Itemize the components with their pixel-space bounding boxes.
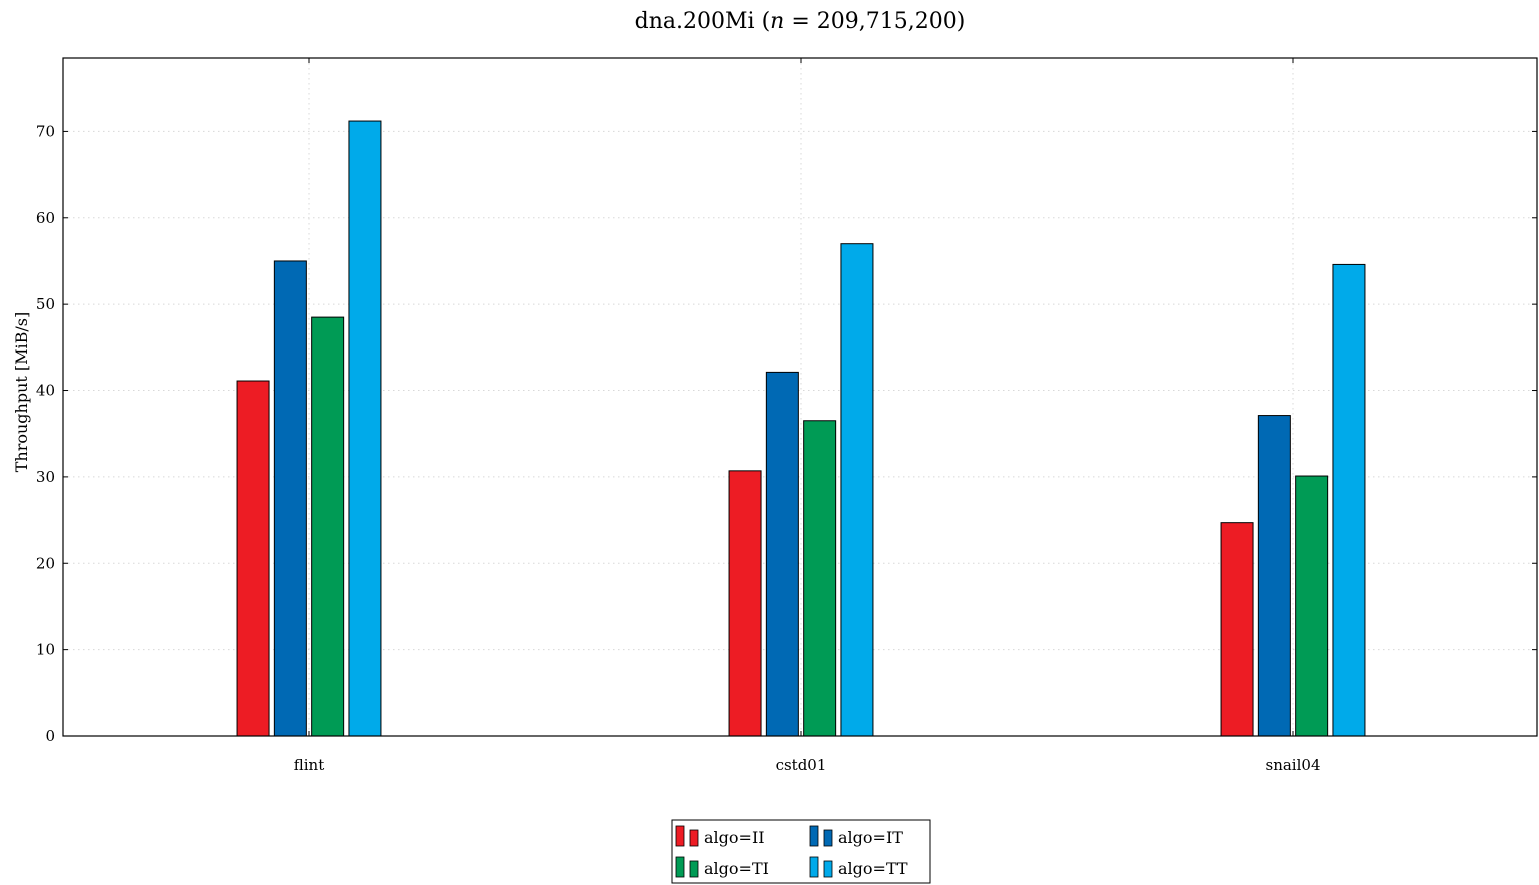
bar [311,316,345,737]
chart-title-suffix: = 209,715,200) [784,9,965,34]
bar [273,260,307,737]
bar [1295,475,1329,737]
legend-swatch [689,860,699,878]
legend-frame [671,819,931,884]
y-tick-label: 40 [36,382,55,400]
grid-lines [63,58,1537,736]
bar [1257,415,1291,737]
x-tick-label: flint [294,756,325,774]
chart-title-prefix: dna.200Mi ( [635,9,771,34]
bar [1220,522,1254,737]
y-tick-label: 10 [36,641,55,659]
legend-label: algo=TT [838,859,908,878]
bar [765,371,799,737]
bar [348,120,382,737]
y-tick-label: 30 [36,468,55,486]
legend-swatch [809,825,819,847]
legend-swatch [809,856,819,878]
bar [728,470,762,737]
x-tick-label: snail04 [1266,756,1321,774]
chart-title: dna.200Mi (n = 209,715,200) [635,9,966,34]
y-tick-label: 70 [36,122,55,140]
x-tick-label: cstd01 [776,756,827,774]
legend-swatch [689,829,699,847]
y-tick-label: 50 [36,295,55,313]
axis-ticks: 0 10 20 30 40 50 60 70 flint cstd01 snail04 [36,58,1537,774]
legend-swatch [675,825,685,847]
bar [236,380,270,737]
legend-label: algo=II [704,828,765,847]
legend-swatch [675,856,685,878]
legend-swatch [823,860,833,878]
legend-label: algo=IT [838,828,903,847]
y-tick-label: 20 [36,554,55,572]
bars [236,120,1366,737]
plot-area-frame [62,57,1538,737]
y-tick-label: 60 [36,209,55,227]
legend-swatch [823,829,833,847]
y-tick-label: 0 [45,727,55,745]
y-axis-label: Throughput [MiB/s] [12,312,31,473]
legend: algo=II algo=IT algo=TI algo=TT [671,819,931,884]
bar [1332,263,1366,737]
bar [840,243,874,737]
legend-label: algo=TI [704,859,769,878]
bar [803,420,837,737]
chart-title-variable: n [770,9,784,34]
